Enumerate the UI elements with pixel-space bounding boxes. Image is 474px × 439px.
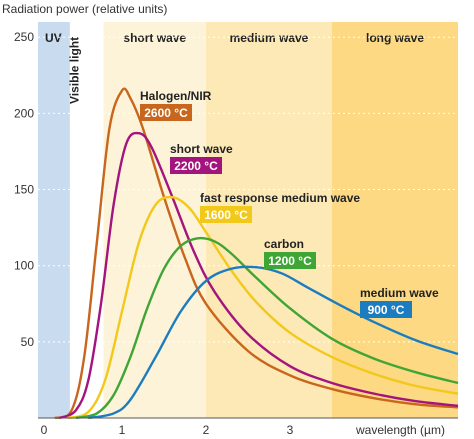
temp-label-3: 1200 °C [268,254,312,268]
series-name-2: fast response medium wave [200,191,360,205]
series-name-4: medium wave [360,286,439,300]
series-line-0 [54,87,459,420]
temp-badge-2 [200,206,252,223]
temp-label-4: 900 °C [368,303,405,317]
series-line-3 [75,236,459,420]
temp-badge-3 [264,252,316,269]
series-line-4 [88,265,459,420]
y-tick-label-2: 150 [14,183,34,197]
series-labels: Halogen/NIR 2600 °C short wave 2200 °C fast … [140,89,439,318]
band-label-1: Visible light [68,37,82,104]
y-tick-label-4: 250 [14,30,34,44]
temp-badge-4 [360,301,412,318]
wavelength-bands: UV Visible light short wave medium wave long… [38,22,458,418]
band-0 [38,22,70,418]
band-4 [332,22,458,418]
x-tick-label-1: 1 [119,423,126,437]
y-tick-label-1: 100 [14,259,34,273]
y-tick-label-3: 200 [14,106,34,120]
y-axis-title: Radiation power (relative units) [2,2,167,16]
x-tick-label-2: 2 [203,423,210,437]
axes: 50 100 150 200 250 0 1 2 3 [14,30,458,437]
y-tick-label-0: 50 [21,335,35,349]
x-tick-label-3: 3 [287,423,294,437]
temp-label-1: 2200 °C [174,159,218,173]
temp-badge-0 [140,104,192,121]
series-name-0: Halogen/NIR [140,89,212,103]
band-1 [69,22,104,418]
series-name-1: short wave [170,142,233,156]
band-2 [103,22,206,418]
temp-label-2: 1600 °C [204,208,248,222]
series-line-2 [67,195,459,420]
temp-label-0: 2600 °C [144,106,188,120]
series-line-1 [58,131,459,420]
band-label-3: medium wave [230,31,309,45]
series-lines [54,87,459,420]
band-label-0: UV [45,31,62,45]
temp-badge-1 [170,157,222,174]
x-tick-label-0: 0 [41,423,48,437]
band-label-4: long wave [366,31,424,45]
x-axis-title: wavelength (µm) [355,423,445,437]
band-label-2: short wave [123,31,186,45]
series-name-3: carbon [264,237,304,251]
